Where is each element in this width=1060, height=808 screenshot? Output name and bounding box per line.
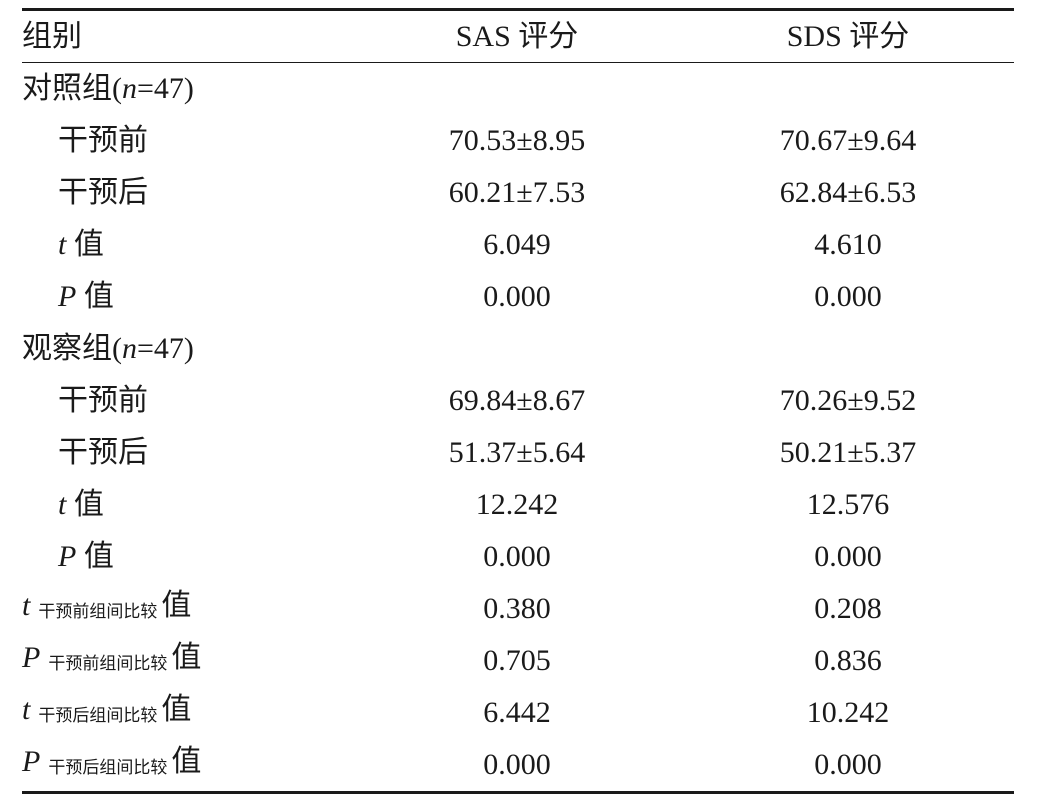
sas-value: 51.37±5.64 bbox=[448, 436, 586, 469]
header-group: 组别 bbox=[22, 19, 82, 53]
section-title-n: n bbox=[122, 72, 137, 105]
table-row: 干预前 69.84±8.67 70.26±9.52 bbox=[22, 375, 1014, 427]
row-label: 干预前 bbox=[58, 384, 148, 417]
stat-label: 值 bbox=[171, 745, 202, 778]
sds-value: 10.242 bbox=[806, 696, 890, 729]
sas-value: 0.000 bbox=[483, 280, 551, 313]
row-label-stat: t 值 bbox=[22, 219, 352, 271]
section-title-prefix: 观察组( bbox=[22, 332, 122, 365]
row-label-stat: P 值 bbox=[22, 271, 352, 323]
row-label: 干预后 bbox=[58, 436, 148, 469]
stat-symbol: P bbox=[58, 540, 77, 573]
sas-value: 0.000 bbox=[483, 748, 551, 781]
sds-value: 0.000 bbox=[814, 748, 882, 781]
stat-symbol: P bbox=[58, 280, 77, 313]
stat-symbol: P bbox=[22, 745, 41, 778]
comparison-row: t 干预后组间比较值 6.442 10.242 bbox=[22, 687, 1014, 739]
table-row: 干预前 70.53±8.95 70.67±9.64 bbox=[22, 115, 1014, 167]
stat-label: 值 bbox=[161, 589, 192, 622]
sds-value: 0.000 bbox=[814, 280, 882, 313]
comparison-label: P 干预后组间比较值 bbox=[22, 739, 352, 793]
sds-value: 0.208 bbox=[814, 592, 882, 625]
stat-subscript: 干预后组间比较 bbox=[48, 758, 168, 777]
table-row: P 值 0.000 0.000 bbox=[22, 531, 1014, 583]
table-row: 干预后 60.21±7.53 62.84±6.53 bbox=[22, 167, 1014, 219]
sas-value: 12.242 bbox=[475, 488, 559, 521]
stat-subscript: 干预前组间比较 bbox=[48, 654, 168, 673]
row-label-stat: P 值 bbox=[22, 531, 352, 583]
score-table: 组别 SAS 评分 SDS 评分 对照组(n=47) 干预前 70.53±8.9… bbox=[22, 8, 1014, 794]
sas-value: 0.705 bbox=[483, 644, 551, 677]
comparison-row: P 干预前组间比较值 0.705 0.836 bbox=[22, 635, 1014, 687]
sas-value: 6.049 bbox=[483, 228, 551, 261]
sas-value: 70.53±8.95 bbox=[448, 124, 586, 157]
comparison-row: t 干预前组间比较值 0.380 0.208 bbox=[22, 583, 1014, 635]
table-row: t 值 6.049 4.610 bbox=[22, 219, 1014, 271]
sds-value: 50.21±5.37 bbox=[779, 436, 917, 469]
sds-value: 62.84±6.53 bbox=[779, 176, 917, 209]
section-title-suffix: =47) bbox=[137, 72, 194, 105]
sds-value: 4.610 bbox=[814, 228, 882, 261]
section-title-suffix: =47) bbox=[137, 332, 194, 365]
header-sds-score: SDS 评分 bbox=[786, 19, 910, 53]
sds-value: 0.000 bbox=[814, 540, 882, 573]
comparison-row: P 干预后组间比较值 0.000 0.000 bbox=[22, 739, 1014, 793]
stat-label: 值 bbox=[66, 488, 104, 521]
table-header-row: 组别 SAS 评分 SDS 评分 bbox=[22, 9, 1014, 63]
section-title-prefix: 对照组( bbox=[22, 72, 122, 105]
section-title-row-control: 对照组(n=47) bbox=[22, 63, 1014, 116]
stat-label: 值 bbox=[76, 540, 114, 573]
row-label: 干预前 bbox=[58, 124, 148, 157]
sas-value: 60.21±7.53 bbox=[448, 176, 586, 209]
comparison-label: t 干预后组间比较值 bbox=[22, 687, 352, 739]
table-row: 干预后 51.37±5.64 50.21±5.37 bbox=[22, 427, 1014, 479]
table-row: t 值 12.242 12.576 bbox=[22, 479, 1014, 531]
sds-value: 0.836 bbox=[814, 644, 882, 677]
sas-value: 69.84±8.67 bbox=[448, 384, 586, 417]
sas-value: 0.380 bbox=[483, 592, 551, 625]
stat-symbol: t bbox=[58, 228, 67, 261]
sas-value: 0.000 bbox=[483, 540, 551, 573]
stat-label: 值 bbox=[161, 693, 192, 726]
stat-label: 值 bbox=[171, 641, 202, 674]
stat-symbol: P bbox=[22, 641, 41, 674]
row-label: 干预后 bbox=[58, 176, 148, 209]
stat-subscript: 干预后组间比较 bbox=[38, 706, 158, 725]
section-title-n: n bbox=[122, 332, 137, 365]
stat-symbol: t bbox=[22, 589, 31, 622]
stat-label: 值 bbox=[66, 228, 104, 261]
sds-value: 70.67±9.64 bbox=[779, 124, 917, 157]
table-row: P 值 0.000 0.000 bbox=[22, 271, 1014, 323]
comparison-label: P 干预前组间比较值 bbox=[22, 635, 352, 687]
stat-symbol: t bbox=[58, 488, 67, 521]
stat-symbol: t bbox=[22, 693, 31, 726]
stat-subscript: 干预前组间比较 bbox=[38, 602, 158, 621]
stat-label: 值 bbox=[76, 280, 114, 313]
header-sas-score: SAS 评分 bbox=[455, 19, 579, 53]
section-title-row-observation: 观察组(n=47) bbox=[22, 323, 1014, 375]
comparison-label: t 干预前组间比较值 bbox=[22, 583, 352, 635]
sds-value: 12.576 bbox=[806, 488, 890, 521]
sds-value: 70.26±9.52 bbox=[779, 384, 917, 417]
section-title-observation: 观察组(n=47) bbox=[22, 323, 1014, 375]
row-label-stat: t 值 bbox=[22, 479, 352, 531]
section-title-control: 对照组(n=47) bbox=[22, 63, 1014, 116]
sas-value: 6.442 bbox=[483, 696, 551, 729]
data-table-container: 组别 SAS 评分 SDS 评分 对照组(n=47) 干预前 70.53±8.9… bbox=[22, 8, 1014, 794]
